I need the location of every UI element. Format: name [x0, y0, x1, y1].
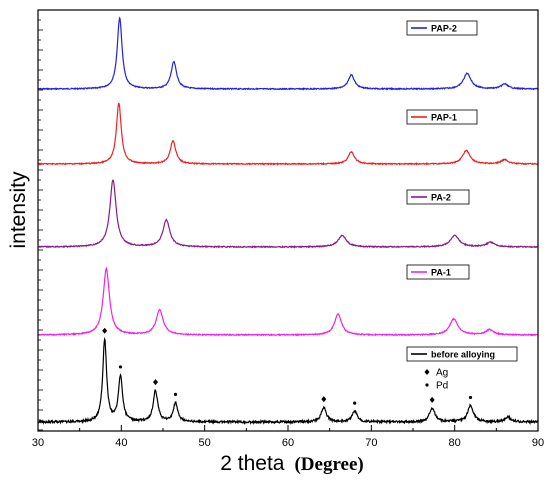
- legend-box: [406, 264, 470, 280]
- peak-marker-pd: [468, 395, 473, 400]
- legend-pa-2: PA-2: [406, 189, 470, 205]
- legend-box: [406, 109, 478, 125]
- peak-marker-ag: [429, 396, 435, 403]
- y-axis-minor-ticks: [38, 19, 43, 431]
- x-tick-label: 60: [282, 437, 294, 449]
- legend-box: [406, 20, 478, 36]
- peak-marker-pd: [118, 365, 123, 369]
- marker-legend-diamond: [424, 369, 430, 375]
- legend-box: [406, 189, 470, 205]
- marker-legend-dot: [425, 383, 429, 387]
- x-axis-ticks: 30 40 50 60 70 80 90: [32, 425, 544, 449]
- x-tick-label: 50: [199, 437, 211, 449]
- series-legends: PAP-2 PAP-1 PA-2 PA-1 before alloying: [406, 20, 518, 362]
- legend-label: PA-1: [431, 268, 451, 278]
- peak-marker-ag: [102, 327, 108, 334]
- legend-box: [406, 346, 518, 362]
- legend-label: PAP-1: [431, 113, 457, 123]
- series-line-pap-2: [37, 16, 539, 91]
- marker-legend: Ag Pd: [424, 368, 448, 392]
- y-axis-title: intensity: [7, 171, 30, 249]
- x-tick-label: 30: [32, 437, 44, 449]
- series-line-pap-1: [37, 102, 539, 166]
- x-tick-label: 70: [365, 437, 377, 449]
- x-tick-label: 40: [115, 437, 127, 449]
- legend-pap-1: PAP-1: [406, 109, 478, 125]
- x-axis-title-unit: (Degree): [294, 454, 363, 475]
- series-line-pa-2: [37, 179, 539, 249]
- x-tick-label: 80: [449, 437, 461, 449]
- peak-marker-ag: [153, 379, 158, 386]
- x-axis-title-main: 2 theta: [220, 452, 285, 475]
- legend-before-alloying: before alloying: [406, 346, 518, 362]
- series-line-pa-1: [37, 266, 539, 337]
- peak-marker-pd: [353, 401, 357, 405]
- marker-legend-label: Pd: [436, 381, 448, 392]
- legend-label: PAP-2: [431, 24, 457, 34]
- legend-pa-1: PA-1: [406, 264, 470, 280]
- peak-marker-pd: [173, 392, 178, 396]
- x-tick-label: 90: [532, 437, 544, 449]
- legend-pap-2: PAP-2: [406, 20, 478, 36]
- plot-border: [37, 9, 539, 432]
- legend-label: before alloying: [431, 350, 495, 360]
- marker-legend-label: Ag: [436, 368, 448, 379]
- plot-frame: [37, 9, 539, 432]
- legend-label: PA-2: [431, 193, 451, 203]
- x-axis-title: 2 theta (Degree): [220, 452, 364, 475]
- series-line-before-alloying: [37, 336, 539, 426]
- peak-marker-ag: [321, 396, 327, 403]
- peak-markers: [102, 327, 473, 405]
- diffraction-traces: [37, 16, 539, 426]
